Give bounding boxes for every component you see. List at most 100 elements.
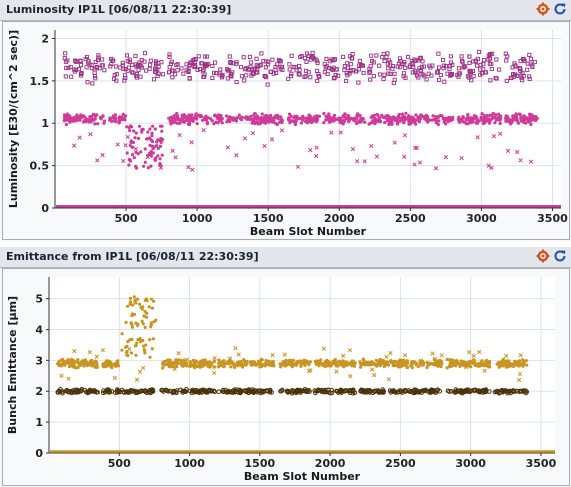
data-point bbox=[396, 361, 400, 365]
data-point bbox=[286, 76, 291, 81]
data-point bbox=[212, 355, 217, 361]
data-point bbox=[269, 137, 275, 142]
data-point bbox=[497, 112, 501, 116]
data-point bbox=[148, 58, 153, 63]
data-point bbox=[459, 54, 464, 59]
data-point bbox=[152, 145, 156, 149]
data-point bbox=[206, 365, 211, 369]
data-points bbox=[62, 49, 539, 172]
data-point bbox=[468, 388, 474, 394]
data-point bbox=[138, 74, 143, 79]
data-point bbox=[209, 117, 213, 121]
data-point bbox=[308, 360, 312, 364]
data-point bbox=[302, 358, 306, 363]
data-point bbox=[195, 67, 200, 72]
data-point bbox=[247, 54, 252, 59]
data-point bbox=[335, 388, 340, 394]
data-point bbox=[167, 116, 171, 120]
data-point bbox=[175, 111, 179, 116]
x-tick-label: 1500 bbox=[253, 212, 284, 225]
data-point bbox=[152, 320, 156, 324]
data-point bbox=[231, 361, 235, 365]
data-point bbox=[93, 114, 98, 118]
data-point bbox=[302, 362, 306, 366]
data-point bbox=[489, 165, 494, 170]
data-point bbox=[150, 347, 154, 351]
data-point bbox=[264, 363, 268, 367]
data-point bbox=[254, 56, 259, 61]
data-point bbox=[91, 118, 95, 122]
data-point bbox=[109, 62, 114, 67]
data-point bbox=[67, 360, 71, 364]
data-point bbox=[130, 153, 135, 157]
data-point bbox=[436, 115, 440, 119]
x-tick-label: 2000 bbox=[324, 212, 355, 225]
data-point bbox=[196, 54, 201, 59]
settings-icon[interactable] bbox=[536, 249, 550, 263]
data-point bbox=[350, 56, 355, 61]
data-point bbox=[172, 120, 176, 124]
data-point bbox=[294, 119, 298, 123]
data-point bbox=[280, 362, 284, 367]
data-point bbox=[210, 361, 214, 365]
data-point bbox=[315, 60, 320, 65]
refresh-icon[interactable] bbox=[553, 249, 567, 263]
data-point bbox=[390, 66, 395, 71]
data-point bbox=[475, 135, 480, 140]
data-point bbox=[116, 389, 121, 395]
data-point bbox=[197, 66, 203, 72]
data-point bbox=[402, 118, 406, 122]
data-point bbox=[130, 62, 135, 67]
data-point bbox=[158, 165, 164, 170]
x-tick-label: 3500 bbox=[537, 212, 568, 225]
data-point bbox=[315, 359, 319, 363]
data-point bbox=[463, 365, 469, 370]
data-point bbox=[405, 55, 411, 60]
data-point bbox=[297, 389, 302, 394]
data-point bbox=[448, 119, 453, 123]
data-point bbox=[425, 119, 429, 123]
data-point bbox=[504, 78, 509, 83]
data-point bbox=[355, 114, 359, 118]
data-point bbox=[276, 57, 281, 62]
data-point bbox=[304, 59, 309, 64]
data-point bbox=[77, 135, 82, 140]
data-point bbox=[355, 159, 360, 164]
data-point bbox=[205, 122, 209, 126]
x-axis-label: Beam Slot Number bbox=[250, 225, 367, 238]
data-point bbox=[445, 366, 449, 370]
data-point bbox=[460, 361, 464, 365]
data-point bbox=[110, 116, 114, 120]
data-point bbox=[155, 73, 160, 78]
data-point bbox=[259, 51, 264, 56]
data-point bbox=[343, 362, 347, 366]
data-point bbox=[124, 53, 130, 58]
data-point bbox=[62, 113, 67, 117]
data-point bbox=[261, 117, 265, 121]
y-axis-label: Bunch Emittance [µm] bbox=[6, 296, 19, 434]
luminosity-panel: Luminosity IP1L [06/08/11 22:30:39] 500 1… bbox=[0, 0, 571, 241]
data-point bbox=[255, 114, 259, 118]
data-point bbox=[270, 57, 275, 62]
data-point bbox=[370, 360, 374, 364]
data-point bbox=[323, 65, 328, 70]
data-point bbox=[392, 71, 397, 76]
settings-icon[interactable] bbox=[536, 2, 550, 16]
data-point bbox=[244, 115, 248, 119]
data-point bbox=[402, 154, 407, 159]
data-point bbox=[469, 121, 473, 125]
data-point bbox=[285, 388, 290, 394]
data-point bbox=[129, 140, 133, 144]
data-point bbox=[151, 151, 155, 155]
refresh-icon[interactable] bbox=[553, 2, 567, 16]
data-point bbox=[249, 114, 253, 118]
data-point bbox=[310, 54, 315, 60]
data-point bbox=[440, 114, 444, 118]
data-point bbox=[332, 361, 336, 365]
data-point bbox=[149, 164, 153, 168]
data-point bbox=[425, 360, 429, 365]
data-point bbox=[416, 75, 421, 80]
data-point bbox=[204, 114, 208, 118]
data-point bbox=[233, 365, 237, 370]
data-point bbox=[369, 121, 373, 125]
